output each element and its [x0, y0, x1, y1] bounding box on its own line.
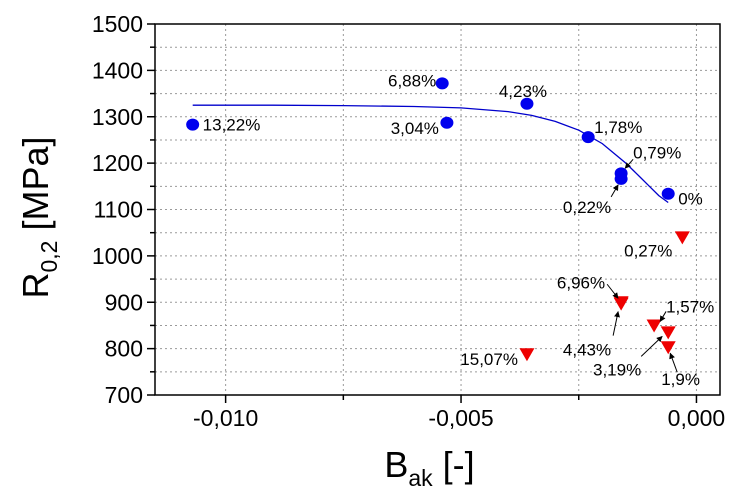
- y-tick-label: 700: [105, 382, 143, 408]
- point-label: 0,22%: [563, 198, 611, 217]
- triangle-marker: [613, 297, 629, 311]
- leader-arrow: [659, 311, 667, 322]
- point-label: 13,22%: [203, 116, 261, 135]
- leader-arrow: [669, 352, 678, 373]
- circle-marker: [520, 97, 534, 110]
- point-label: 1,9%: [661, 370, 700, 389]
- y-tick-label: 1400: [92, 57, 143, 83]
- point-label: 3,19%: [593, 360, 641, 379]
- circle-marker: [581, 131, 595, 144]
- point-label: 15,07%: [460, 350, 518, 369]
- point-label: 0,27%: [624, 241, 672, 260]
- y-tick-label: 1200: [92, 150, 143, 176]
- circle-marker: [440, 116, 454, 129]
- leader-arrow: [640, 335, 663, 357]
- x-axis-title-main: B: [384, 444, 408, 485]
- point-label: 1,78%: [594, 118, 642, 137]
- triangle-marker: [646, 319, 662, 333]
- leader-arrow: [610, 184, 619, 198]
- circle-marker: [435, 77, 449, 90]
- y-axis-title-unit: [MPa]: [15, 136, 56, 240]
- y-axis-title-main: R: [15, 273, 56, 299]
- x-axis-title-sub: ak: [408, 465, 433, 487]
- point-label: 1,57%: [666, 297, 714, 316]
- point-label: 6,96%: [557, 273, 605, 292]
- triangle-marker: [674, 231, 690, 245]
- x-tick-label: -0,010: [193, 405, 258, 431]
- data-markers: [186, 77, 690, 362]
- x-axis-title-unit: [-]: [433, 444, 475, 485]
- circle-marker: [614, 172, 628, 185]
- point-label: 4,43%: [563, 341, 611, 360]
- y-axis-title: R0,2 [MPa]: [15, 136, 62, 298]
- point-label: 0%: [678, 190, 703, 209]
- x-tick-label: -0,005: [428, 405, 493, 431]
- fit-curve-layer: [192, 104, 669, 204]
- point-label: 0,79%: [633, 143, 681, 162]
- y-axis-title-sub: 0,2: [36, 241, 62, 273]
- circle-marker: [661, 187, 675, 200]
- fit-curve: [192, 104, 669, 204]
- point-label: 4,23%: [499, 82, 547, 101]
- x-axis-title: Bak [-]: [384, 444, 474, 487]
- annotations: 13,22% 6,88% 3,04% 4,23% 1,78% 0,79% 0,22% 0% 0,…: [203, 71, 715, 389]
- y-tick-label: 1100: [94, 197, 143, 223]
- triangle-marker: [519, 348, 535, 362]
- y-tick-label: 1500: [92, 11, 143, 37]
- y-tick-label: 1300: [92, 104, 143, 130]
- leader-arrow: [606, 283, 619, 299]
- y-tick-label: 800: [105, 336, 143, 362]
- circle-marker: [186, 118, 200, 131]
- point-label: 3,04%: [391, 119, 439, 138]
- leader-arrow: [612, 311, 620, 336]
- axis-ticks: -0,010 -0,005 0,000 700 800 900 1000 1100 1200 13…: [92, 11, 725, 431]
- triangle-marker: [660, 326, 676, 340]
- y-tick-label: 1000: [92, 243, 143, 269]
- point-label: 6,88%: [388, 71, 436, 90]
- y-tick-label: 900: [105, 289, 143, 315]
- leader-arrow: [624, 158, 634, 169]
- triangle-marker: [660, 341, 676, 355]
- x-tick-label: 0,000: [668, 405, 726, 431]
